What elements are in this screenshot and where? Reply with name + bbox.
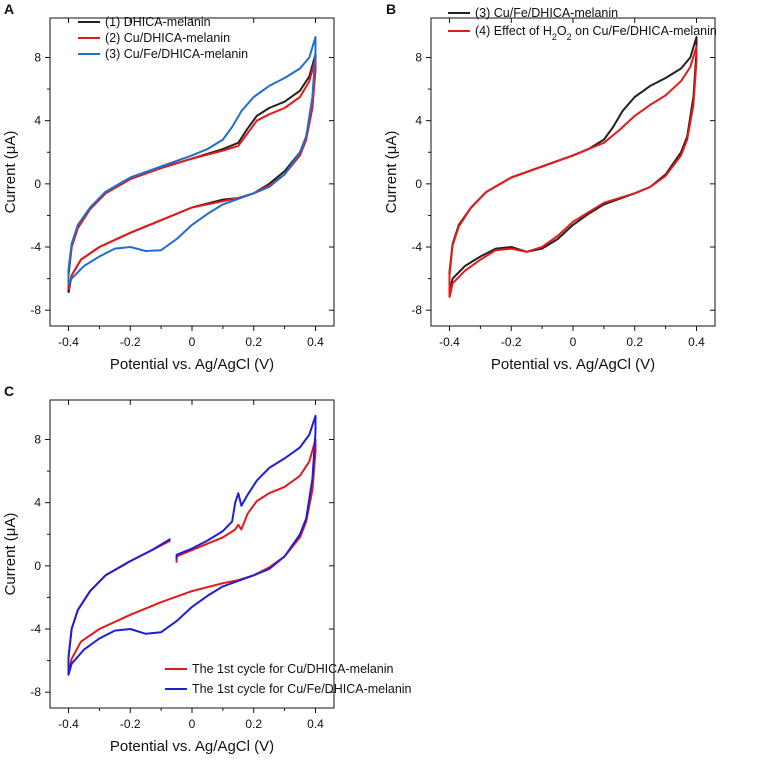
legend-label-part: O [557, 24, 567, 38]
legend-label-part: 2 [552, 32, 557, 42]
legend-label-2: The 1st cycle for Cu/Fe/DHICA-melanin [192, 682, 412, 696]
x-tick-label: 0.2 [245, 335, 262, 349]
y-tick-label: 0 [34, 559, 41, 573]
legend-label-1: The 1st cycle for Cu/DHICA-melanin [192, 662, 394, 676]
series-line-2 [67, 414, 317, 676]
x-tick-label: 0.2 [626, 335, 643, 349]
plot-frame [49, 17, 335, 327]
series-line-1 [67, 438, 317, 675]
x-tick-label: -0.2 [501, 335, 522, 349]
x-tick-label: 0 [189, 717, 196, 731]
x-tick-label: 0.4 [307, 335, 324, 349]
x-tick-label: -0.2 [120, 335, 141, 349]
y-tick-label: -8 [30, 685, 41, 699]
y-tick-label: 8 [34, 50, 41, 64]
y-tick-label: 4 [34, 496, 41, 510]
x-tick-label: 0.2 [245, 717, 262, 731]
legend-label-1: (3) Cu/Fe/DHICA-melanin [475, 6, 618, 20]
x-tick-label: 0.4 [688, 335, 705, 349]
y-tick-label: -4 [30, 622, 41, 636]
legend-label-2: (4) Effect of H2O2 on Cu/Fe/DHICA-melani… [475, 24, 717, 42]
x-axis-title: Potential vs. Ag/AgCl (V) [110, 738, 274, 755]
x-tick-label: 0 [189, 335, 196, 349]
legend-label-part: on Cu/Fe/DHICA-melanin [572, 24, 717, 38]
legend-label-1: (1) DHICA-melanin [105, 15, 211, 29]
series-line-2 [448, 45, 698, 298]
panel-letter: C [4, 383, 14, 399]
x-axis-title: Potential vs. Ag/AgCl (V) [491, 356, 655, 373]
panel-letter: B [386, 1, 396, 17]
x-tick-label: -0.2 [120, 717, 141, 731]
y-tick-label: -8 [30, 303, 41, 317]
y-tick-label: 4 [34, 114, 41, 128]
legend-label-part: (4) Effect of H [475, 24, 552, 38]
y-tick-label: 8 [34, 432, 41, 446]
y-tick-label: -4 [30, 240, 41, 254]
y-tick-label: 4 [415, 114, 422, 128]
y-tick-label: -4 [411, 240, 422, 254]
series-line-1 [448, 36, 698, 294]
x-tick-label: -0.4 [58, 717, 79, 731]
series-line-3 [67, 36, 317, 286]
legend-label-3: (3) Cu/Fe/DHICA-melanin [105, 47, 248, 61]
y-tick-label: 8 [415, 50, 422, 64]
x-tick-label: -0.4 [439, 335, 460, 349]
x-axis-title: Potential vs. Ag/AgCl (V) [110, 356, 274, 373]
x-tick-label: 0.4 [307, 717, 324, 731]
panel-letter: A [4, 1, 14, 17]
y-axis-title: Current (μA) [2, 131, 19, 214]
y-tick-label: -8 [411, 303, 422, 317]
legend-label-part: 2 [567, 32, 572, 42]
panel-a: A -0.4 -0.2 0 0.2 0.4 -8 -4 0 4 8 Potential vs. Ag/… [2, 1, 335, 373]
y-tick-label: 0 [34, 177, 41, 191]
y-axis-title: Current (μA) [2, 513, 19, 596]
x-tick-label: 0 [570, 335, 577, 349]
x-tick-label: -0.4 [58, 335, 79, 349]
series-line-2 [67, 58, 317, 290]
panel-c: C -0.4 -0.2 0 0.2 0.4 -8 -4 0 4 8 Potential vs. Ag/… [2, 383, 412, 755]
plot-frame [430, 17, 716, 327]
y-axis-title: Current (μA) [383, 131, 400, 214]
series-line-1 [67, 53, 317, 293]
panel-b: B -0.4 -0.2 0 0.2 0.4 -8 -4 0 4 8 Potential vs. Ag/… [383, 1, 717, 373]
legend-label-2: (2) Cu/DHICA-melanin [105, 31, 230, 45]
y-tick-label: 0 [415, 177, 422, 191]
